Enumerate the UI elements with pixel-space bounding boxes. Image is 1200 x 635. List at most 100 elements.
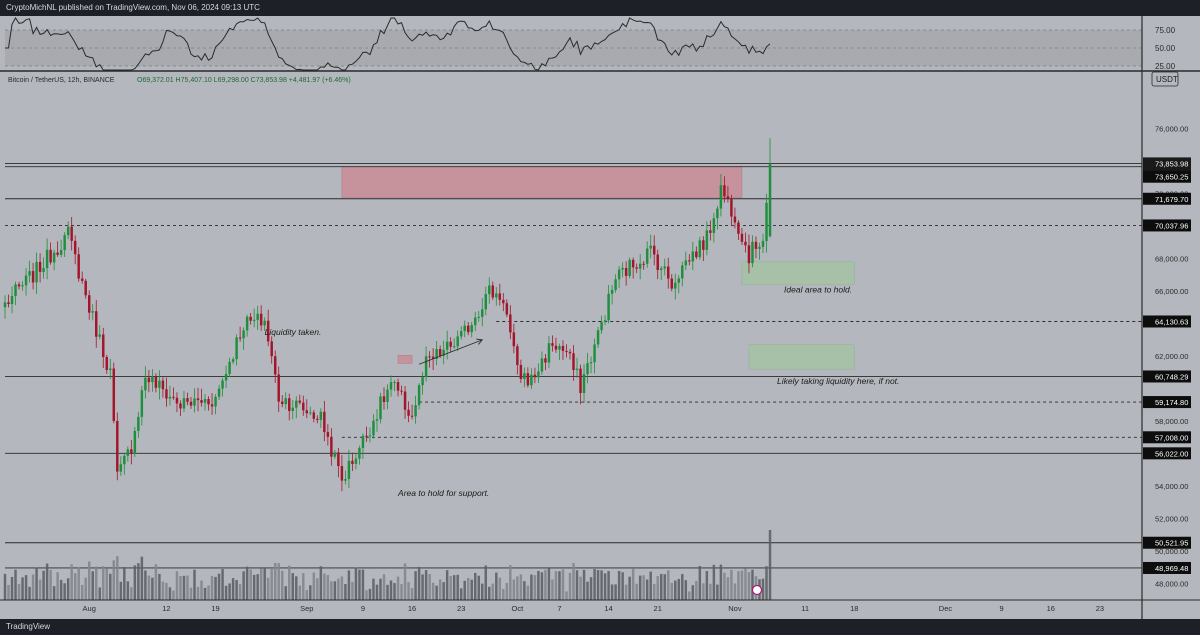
candle-body [266,320,270,342]
volume-bar [312,572,316,600]
price-tick-label: 66,000.00 [1155,287,1188,296]
price-badges: 73,853.9802:46:2773,650.2571,679.7070,03… [1143,157,1191,574]
candle-body [368,435,372,437]
volume-bar [716,584,719,600]
volume-bar [572,563,575,600]
symbol-info: Bitcoin / TetherUS, 12h, BINANCE [8,77,115,84]
candle-body [505,303,509,315]
candle-body [431,356,435,359]
candle-body [614,279,617,290]
volume-bar [91,571,94,600]
candle-body [217,388,221,397]
candle-body [688,260,691,262]
candle-body [333,452,337,457]
volume-bar [737,571,740,600]
candle-body [663,266,666,269]
volume-bar [628,576,631,600]
time-tick-label: 9 [361,604,365,613]
candle-body [379,396,382,420]
volume-bar [126,581,130,600]
price-tick-label: 68,000.00 [1155,255,1188,264]
annotation-area-to-hold: Area to hold for support. [397,488,489,498]
candle-body [561,345,565,351]
candle-body [530,374,533,386]
volume-bar [730,569,733,600]
time-tick-label: 7 [557,604,561,613]
volume-bar [726,577,730,600]
volume-bar [56,572,59,600]
candle-body [340,466,344,481]
candle-body [705,230,709,250]
candle-body [667,266,670,279]
candle-body [593,344,596,363]
candle-body [481,309,484,317]
candle-body [645,248,649,264]
candle-body [326,432,330,437]
volume-bar [586,581,589,600]
volume-bar [733,583,737,600]
candle-body [638,263,642,269]
volume-bar [537,570,540,600]
volume-bar [375,584,379,600]
candle-body [316,418,319,420]
candle-body [140,390,144,417]
volume-bar [347,570,351,600]
price-badge-text: 64,130.63 [1155,317,1188,326]
candle-body [17,284,21,287]
volume-bar [3,573,7,600]
candle-body [323,411,326,433]
volume-bar [59,579,63,600]
volume-bar [189,587,193,600]
time-tick-label: 11 [801,604,809,613]
candle-body [102,334,105,358]
candle-body [210,404,214,407]
candle-body [649,245,652,249]
volume-bar [102,566,105,600]
volume-bar [663,574,666,600]
candle-body [726,196,730,199]
volume-bar [158,573,161,600]
volume-bar [344,584,347,600]
candle-body [172,396,175,398]
candles-layer [3,138,772,492]
price-badge [1143,396,1191,409]
volume-bar [645,579,649,600]
volume-bar [596,570,600,600]
candle-body [147,377,151,383]
tradingview-logo[interactable]: TradingView [6,622,51,631]
currency-label[interactable]: USDT [1156,75,1178,84]
candle-body [695,251,698,258]
volume-bar [474,572,477,600]
price-tick-label: 52,000.00 [1155,515,1188,524]
candle-body [193,398,196,406]
rsi-axis-25: 25.00 [1155,62,1176,71]
volume-bar [533,575,537,600]
zone-support-2 [741,261,855,285]
candle-body [14,284,17,297]
rsi-axis-75: 75.00 [1155,26,1176,35]
volume-bar [87,561,91,600]
price-badge-text: 71,679.70 [1155,195,1188,204]
volume-bar [554,571,558,600]
volume-bar [302,573,305,600]
candle-body [660,268,663,271]
candle-body [449,341,452,347]
candle-body [295,400,298,408]
volume-bar [238,584,242,600]
volume-bar [382,574,386,600]
event-marker-icon[interactable] [751,584,763,596]
candle-body [137,416,140,431]
candle-body [396,382,400,391]
price-chart[interactable]: 75.00 50.00 25.00 Bitcoin / TetherUS, 12… [0,16,1200,619]
candle-body [466,325,470,333]
candle-body [130,449,133,454]
zone-resistance-0 [341,166,743,198]
volume-bar [207,585,210,600]
candle-body [21,285,24,287]
volume-bar [231,578,235,600]
volume-bar [38,579,42,600]
time-axis[interactable]: Aug 12 19 Sep 9 16 23 Oct 7 14 21 Nov 11 18 Dec 9 16 23 [83,604,1105,613]
candle-body [442,349,445,356]
volume-bars [3,530,772,600]
